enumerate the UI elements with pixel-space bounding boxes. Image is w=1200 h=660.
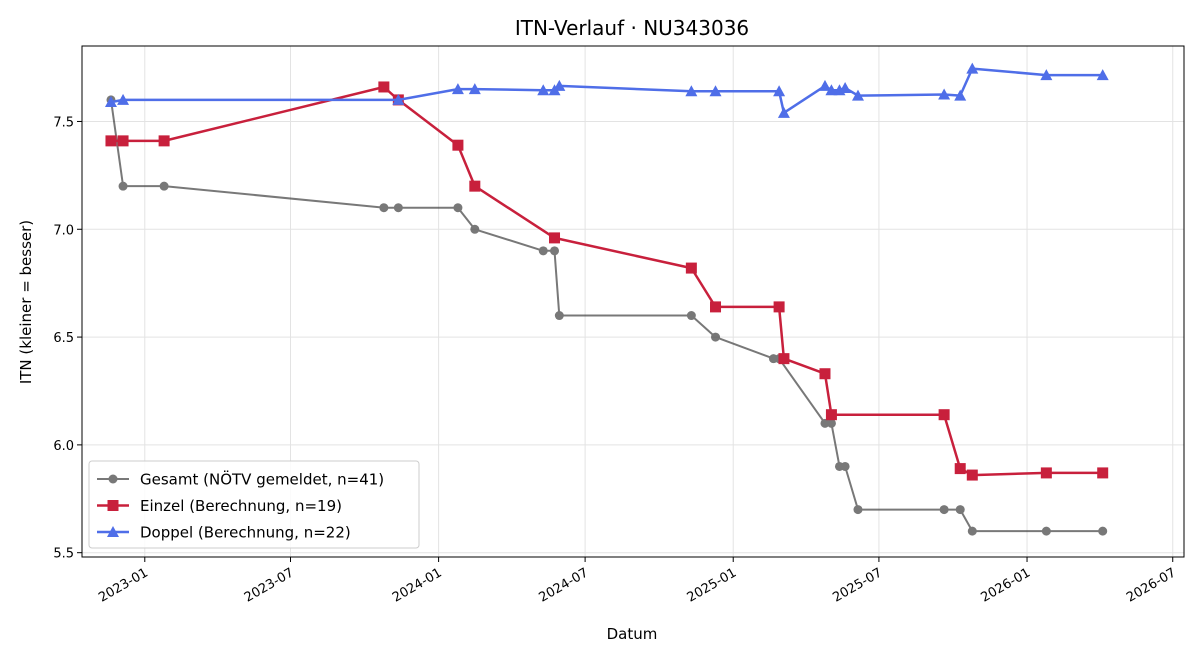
data-point-einzel: [819, 368, 831, 380]
legend-label-einzel: Einzel (Berechnung, n=19): [140, 497, 342, 515]
data-point-gesamt: [1098, 526, 1108, 536]
data-point-doppel: [451, 83, 464, 95]
legend-item-einzel: [97, 500, 129, 511]
data-point-gesamt: [453, 203, 463, 213]
data-point-gesamt: [826, 418, 836, 428]
data-point-einzel: [1040, 467, 1052, 479]
data-point-doppel: [818, 79, 831, 91]
data-point-gesamt: [711, 332, 721, 342]
data-point-doppel: [954, 89, 967, 101]
data-point-einzel: [825, 409, 837, 421]
data-point-doppel: [1040, 69, 1053, 81]
data-point-einzel: [938, 409, 950, 421]
plot-frame: [81, 45, 1185, 558]
data-point-gesamt: [550, 246, 560, 256]
data-point-gesamt: [379, 203, 389, 213]
legend-label-gesamt: Gesamt (NÖTV gemeldet, n=41): [140, 470, 384, 489]
data-point-einzel: [452, 139, 464, 151]
data-point-doppel: [777, 106, 790, 118]
data-point-gesamt: [554, 311, 564, 321]
data-point-doppel: [839, 82, 852, 94]
data-point-doppel: [966, 62, 979, 74]
y-tick-label: 5.5: [53, 547, 74, 562]
data-point-doppel: [851, 89, 864, 101]
data-point-einzel: [773, 301, 785, 313]
series-line-doppel: [110, 67, 1103, 115]
data-point-einzel: [685, 262, 697, 274]
series-doppel: [104, 62, 1109, 118]
data-point-gesamt: [939, 505, 949, 515]
data-point-doppel: [537, 84, 550, 96]
series-layer: [104, 62, 1109, 536]
data-point-doppel: [685, 85, 698, 97]
data-point-gesamt: [1041, 526, 1051, 536]
data-point-einzel: [966, 469, 978, 481]
y-axis-title: ITN (kleiner = besser): [17, 220, 35, 384]
data-point-einzel: [954, 463, 966, 475]
data-point-gesamt: [393, 203, 403, 213]
data-point-gesamt: [470, 224, 480, 234]
data-point-gesamt: [967, 526, 977, 536]
data-point-doppel: [468, 83, 481, 95]
legend-item-doppel: [97, 526, 129, 537]
y-tick-label: 6.0: [53, 439, 74, 454]
legend-item-gesamt: [97, 474, 129, 484]
data-point-doppel: [773, 85, 786, 97]
data-point-doppel: [117, 93, 130, 105]
data-point-gesamt: [853, 505, 863, 515]
x-axis-title: Datum: [607, 625, 658, 643]
data-point-doppel: [1096, 69, 1109, 81]
data-point-doppel: [392, 93, 405, 105]
legend-label-doppel: Doppel (Berechnung, n=22): [140, 524, 351, 542]
legend: Gesamt (NÖTV gemeldet, n=41) Einzel (Bere…: [88, 460, 420, 549]
data-point-einzel: [158, 135, 170, 147]
legend-box: [88, 460, 420, 549]
data-point-doppel: [553, 79, 566, 91]
y-tick-label: 7.0: [53, 223, 74, 238]
data-point-gesamt: [118, 181, 128, 191]
data-point-einzel: [117, 135, 129, 147]
data-point-gesamt: [955, 505, 965, 515]
legend-swatch-marker: [107, 500, 119, 511]
data-point-gesamt: [686, 311, 696, 321]
data-point-gesamt: [538, 246, 548, 256]
chart-title: ITN-Verlauf · NU343036: [515, 16, 749, 40]
data-point-doppel: [709, 85, 722, 97]
y-tick-label: 7.5: [53, 115, 74, 130]
data-point-einzel: [549, 232, 561, 244]
y-tick-label: 6.5: [53, 331, 74, 346]
data-point-einzel: [469, 180, 481, 192]
data-point-gesamt: [159, 181, 169, 191]
data-point-einzel: [378, 81, 390, 93]
data-point-einzel: [778, 353, 790, 365]
legend-swatch-marker: [108, 474, 118, 484]
data-point-einzel: [1097, 467, 1109, 479]
legend-swatch-marker: [107, 526, 119, 537]
data-point-doppel: [104, 96, 117, 108]
data-point-doppel: [938, 88, 951, 100]
data-point-doppel: [825, 84, 838, 96]
data-point-gesamt: [820, 418, 830, 428]
data-point-einzel: [105, 135, 117, 147]
data-point-einzel: [710, 301, 722, 313]
data-point-gesamt: [840, 461, 850, 471]
